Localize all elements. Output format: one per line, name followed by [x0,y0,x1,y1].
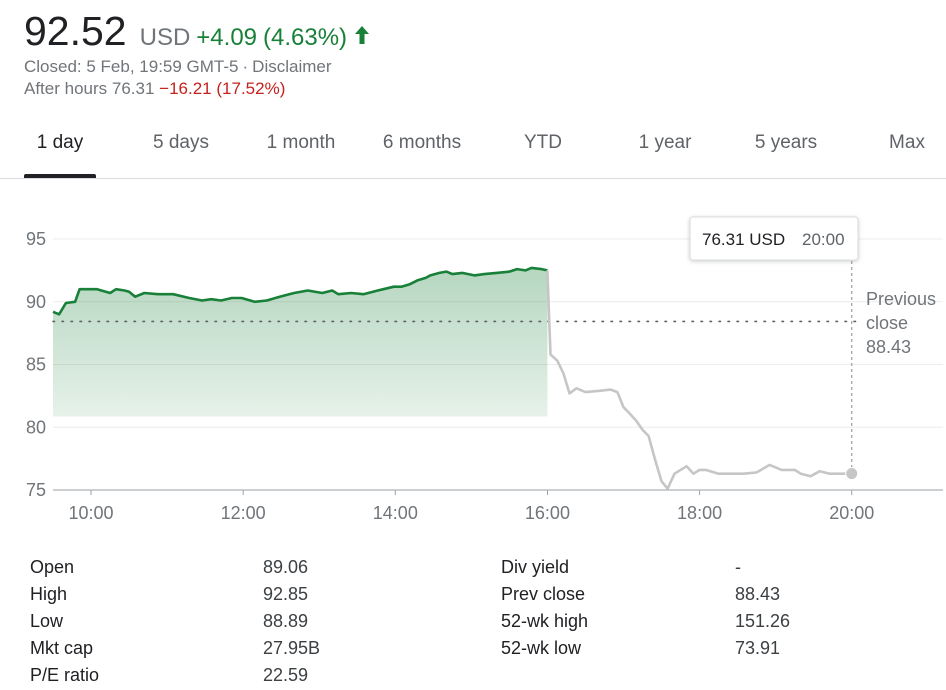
stat-label: High [30,584,68,604]
stat-label: Open [30,557,75,577]
stat-value: 89.06 [263,557,309,577]
previous-close-label: Previous [866,289,936,309]
stat-row-low: Low 88.89 [30,608,330,635]
after-hours-label: After hours [24,79,108,98]
currency-code: USD [139,24,191,51]
stat-value: 92.85 [263,584,309,604]
tab-5-days[interactable]: 5 days [153,132,209,153]
tab-5-years[interactable]: 5 years [754,132,818,153]
stat-row-open: Open 89.06 [30,554,330,581]
regular-session-line [52,266,548,316]
separator-dot: · [242,57,249,76]
x-tick-label: 10:00 [69,503,114,523]
previous-close-value: 88.43 [866,337,911,357]
stat-row-div-yield: Div yield - [501,554,821,581]
stat-value: 88.89 [263,611,309,631]
y-tick-label: 90 [26,292,46,312]
y-tick-label: 80 [26,417,46,437]
tab-1-month[interactable]: 1 month [266,132,336,153]
y-tick-label: 85 [26,355,46,375]
disclaimer-link[interactable]: Disclaimer [252,57,332,76]
x-tick-label: 14:00 [373,503,418,523]
stat-row-prev-close: Prev close 88.43 [501,581,821,608]
stat-row-high: High 92.85 [30,581,330,608]
price-change: +4.09 [196,24,258,51]
after-hours-price: 76.31 [111,79,155,98]
tab-max[interactable]: Max [889,132,925,153]
stat-row-pe-ratio: P/E ratio 22.59 [30,662,330,689]
previous-close-label: close [866,313,908,333]
price-chart[interactable]: 75 80 85 90 95 10:00 12:00 14:00 16:00 18:00 20:00… [0,190,946,540]
after-hours-line [546,270,852,490]
stat-value: 22.59 [263,665,309,685]
stat-label: P/E ratio [30,665,100,685]
range-tabs: 1 day 5 days 1 month 6 months YTD 1 year… [0,112,946,179]
stat-label: Low [30,611,64,631]
tooltip-time: 20:00 [802,230,845,249]
x-tick-label: 18:00 [677,503,722,523]
tab-6-months[interactable]: 6 months [382,132,462,153]
x-tick-label: 12:00 [221,503,266,523]
closed-time: Closed: 5 Feb, 19:59 GMT-5 [24,57,239,76]
stat-label: Mkt cap [30,638,94,658]
quote-header: 92.52 USD +4.09 (4.63%) Closed: 5 Feb, 1… [24,8,371,99]
tab-1-day[interactable]: 1 day [24,112,96,178]
stat-value: 88.43 [735,584,781,604]
arrow-up-icon [355,26,370,44]
stat-label: 52-wk high [501,611,589,631]
stat-label: Div yield [501,557,570,577]
after-hours-change-percent: (17.52%) [216,79,286,98]
stat-value: 151.26 [735,611,791,631]
after-hours-line: After hours 76.31 −16.21 (17.52%) [24,79,371,99]
tab-1-year[interactable]: 1 year [638,132,692,153]
regular-session-area [53,267,548,490]
stat-row-52-wk-low: 52-wk low 73.91 [501,635,821,662]
tab-ytd[interactable]: YTD [524,132,562,153]
price-change-percent: (4.63%) [263,24,348,51]
hover-tooltip: 76.31 USD 20:00 [689,216,859,261]
last-point-marker [845,467,859,481]
stat-value: 73.91 [735,638,781,658]
stat-label: 52-wk low [501,638,582,658]
y-tick-label: 95 [26,229,46,249]
stat-row-52-wk-high: 52-wk high 151.26 [501,608,821,635]
current-price: 92.52 [24,8,127,54]
stat-label: Prev close [501,584,586,604]
stat-row-mkt-cap: Mkt cap 27.95B [30,635,330,662]
x-tick-label: 16:00 [525,503,570,523]
closed-line: Closed: 5 Feb, 19:59 GMT-5 · Disclaimer [24,57,371,77]
y-tick-label: 75 [26,480,46,500]
after-hours-change: −16.21 [159,79,212,98]
stat-value: 27.95B [263,638,321,658]
stat-value: - [735,557,741,577]
tooltip-box [689,216,859,261]
price-line: 92.52 USD +4.09 (4.63%) [24,8,371,55]
tooltip-price: 76.31 USD [702,230,785,249]
x-tick-label: 20:00 [829,503,874,523]
